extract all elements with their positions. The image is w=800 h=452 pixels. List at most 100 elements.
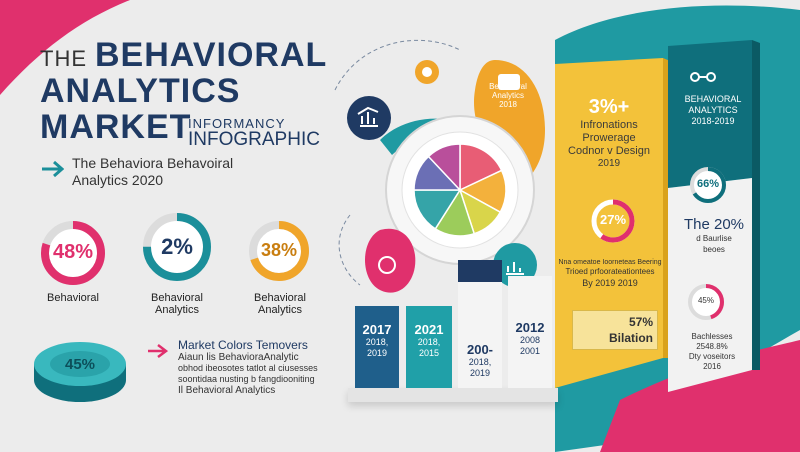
overlay-top-text: INFORMANCY: [188, 116, 286, 131]
yellow-fine-2: Trioed prfoorateationtees: [565, 267, 655, 276]
market-line-1: Aiaun lis BehavioraAnalytic: [178, 352, 299, 363]
dashed-orbit-lower: [338, 214, 361, 286]
yellow-ring: 27%: [590, 198, 636, 244]
ring-2-label-line-2: Analytics: [154, 304, 200, 316]
teal-foot-1: Bachlesses: [691, 332, 733, 341]
teal-ring-1-value: 66%: [696, 178, 720, 190]
disk-value: 45%: [64, 356, 96, 373]
bar-chart-icon: [357, 106, 379, 127]
teal-pct-sub-2: beoes: [703, 245, 725, 254]
ring-3-label-line-2: Analytics: [257, 304, 303, 316]
market-line-4: Il Behavioral Analytics: [178, 385, 276, 396]
title-overlay: INFORMANCY INFOGRAPHIC: [188, 117, 320, 149]
teal-foot-2: 2548.8%: [696, 342, 728, 351]
yellow-panel-fine: Nna omeatoe Ioorneteas Beering Trioed pr…: [558, 258, 662, 289]
overlay-bottom-text: INFOGRAPHIC: [188, 129, 320, 150]
title-line-1: THE BEHAVIORAL: [40, 36, 327, 75]
title-prefix: THE: [40, 46, 87, 71]
bar-2-year: 2021: [414, 322, 444, 337]
ring-2-graphic: [143, 213, 211, 281]
ring-3-label: Behavioral Analytics: [240, 292, 320, 316]
yellow-line-1: Infronations: [580, 119, 638, 131]
yellow-fine-3: By 2019 2019: [582, 278, 638, 288]
subtitle: The Behaviora Behavoiral Analytics 2020: [72, 155, 233, 189]
bar-3-sub-2: 2019: [469, 368, 491, 378]
teal-footer: Bachlesses 2548.8% Dty voseitors 2016: [672, 332, 752, 372]
ring-2-label: Behavioral Analytics: [137, 292, 217, 316]
ring-2-label-line-1: Behavioral: [151, 292, 203, 304]
market-line-2: obhod ibeosotes tatlot al ciusesses: [178, 363, 318, 373]
bar-3-year: 200-: [466, 342, 494, 357]
bar-1-sub-1: 2018,: [365, 337, 389, 347]
market-text-block: Market Colors Temovers Aiaun lis Behavio…: [178, 338, 338, 396]
pie-chart: [413, 143, 507, 237]
bar-4-sub-1: 2008: [519, 335, 541, 345]
teal-title-3: 2018-2019: [691, 116, 735, 126]
subtitle-line-2: Analytics 2020: [72, 172, 164, 188]
yellow-ring-value: 27%: [599, 212, 627, 227]
ring-3-value: 38%: [260, 240, 298, 260]
browser-icon: [498, 74, 520, 90]
bubble-label-line-1: Behavioral: [489, 82, 527, 91]
teal-pct-block: The 20% d Baurlise beoes: [674, 216, 754, 255]
person-icon: [378, 256, 396, 274]
yellow-ring-graphic: [591, 199, 635, 243]
yellow-box-label: Bilation: [609, 331, 653, 345]
bar-1: 2017 2018, 2019: [355, 306, 399, 388]
teal-ring-1: 66%: [688, 165, 728, 205]
yellow-panel-top: 3%+ Infronations Prowerage Codnor v Desi…: [558, 96, 660, 170]
bubble-label-line-2: Analytics: [491, 91, 524, 100]
teal-pct-sub-1: d Baurlise: [696, 234, 732, 243]
ring-2-value: 2%: [161, 234, 193, 259]
bar-4-year: 2012: [515, 320, 545, 335]
market-heading: Market Colors Temovers: [178, 338, 308, 352]
bar-2-sub-2: 2015: [418, 348, 440, 358]
yellow-box-value: 57%: [628, 315, 653, 329]
teal-foot-3: Dty voseitors: [688, 352, 736, 361]
yellow-big-value: 3%+: [588, 96, 630, 118]
ring-3-graphic: [249, 221, 309, 281]
title-line-2: ANALYTICS: [40, 72, 241, 110]
yellow-line-4: 2019: [597, 158, 621, 169]
ring-1-value: 48%: [52, 241, 94, 263]
bar-3: 200- 2018, 2019: [458, 260, 502, 388]
yellow-fine-1: Nna omeatoe Ioorneteas Beering: [558, 259, 662, 266]
teal-foot-4: 2016: [703, 362, 721, 371]
ring-2: 2%: [140, 210, 214, 284]
pink-corner-shape: [0, 0, 130, 95]
bar-2-sub-1: 2018,: [417, 337, 441, 347]
ring-1-label: Behavioral: [47, 292, 99, 304]
arrow-icon: [42, 160, 64, 178]
teal-ring-2-value: 45%: [697, 296, 714, 305]
bar-1-sub-2: 2019: [366, 348, 388, 358]
teal-title-1: BEHAVIORAL: [684, 94, 742, 104]
teal-title-2: ANALYTICS: [688, 105, 738, 115]
dashed-orbit: [334, 39, 461, 91]
ring-1: 48%: [38, 218, 108, 288]
bubble-label-line-3: 2018: [499, 100, 517, 109]
title-line-3: MARKET: [40, 108, 192, 146]
arrow-icon-2: [148, 344, 168, 358]
bar-2: 2021 2018, 2015: [406, 306, 452, 388]
teal-ring-1-graphic: [690, 167, 726, 203]
teal-panel-title: BEHAVIORAL ANALYTICS 2018-2019: [676, 94, 750, 127]
bar-4-sub-2: 2001: [519, 346, 541, 356]
teal-ring-2: 45%: [686, 282, 726, 322]
teal-ring-2-graphic: [688, 284, 724, 320]
bubble-pink: [365, 228, 416, 293]
pie-slice: [427, 143, 461, 192]
subtitle-line-1: The Behaviora Behavoiral: [72, 155, 234, 171]
pie-slice: [413, 189, 462, 230]
yellow-line-3: Codnor v Design: [568, 145, 650, 157]
ring-3-label-line-1: Behavioral: [254, 292, 306, 304]
teal-pct: The 20%: [683, 216, 745, 233]
bubble-label: Behavioral Analytics 2018: [484, 82, 532, 109]
market-line-3: soontidaa nusting b fangdiooniting: [178, 374, 315, 384]
dumbbell-icon: [690, 72, 716, 82]
yellow-line-2: Prowerage: [582, 132, 636, 144]
ring-3: 38%: [246, 218, 312, 284]
chart-icon: [506, 262, 524, 275]
yellow-box: 57% Bilation: [572, 310, 658, 350]
bar-3-sub-1: 2018,: [468, 357, 492, 367]
platform-base: [348, 388, 558, 402]
